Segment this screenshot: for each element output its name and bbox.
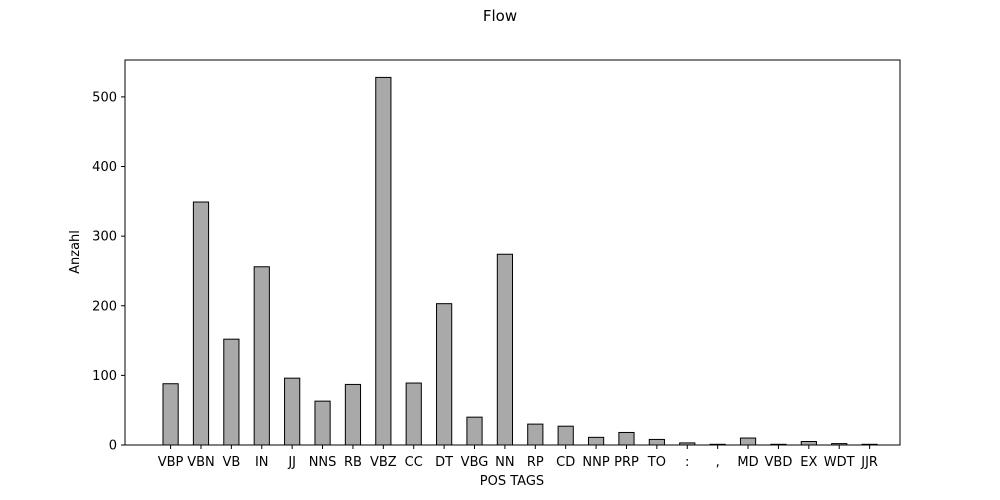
x-tick-label: RB [344, 455, 362, 470]
x-tick-label: : [685, 455, 689, 470]
bar [405, 382, 422, 446]
bar [557, 425, 574, 446]
bar [253, 266, 270, 446]
x-tick-label: NNS [309, 455, 337, 470]
y-axis-label: Anzahl [68, 230, 83, 274]
bar [162, 383, 179, 446]
y-tick-label: 500 [92, 90, 117, 105]
bar [587, 436, 605, 446]
x-tick-label: VBP [158, 455, 184, 470]
y-tick-label: 300 [92, 230, 117, 245]
x-tick-label: VBD [765, 455, 793, 470]
x-tick-label: VBG [461, 455, 489, 470]
bar [496, 253, 513, 446]
x-tick-label: IN [255, 455, 269, 470]
x-tick-label: DT [435, 455, 453, 470]
plot-area: VBP VBN VB IN JJ NNS RB VBZ CC DT VBG NN RP CD NNP PRP T… [92, 76, 878, 470]
x-tick-label: JJ [287, 455, 296, 470]
x-tick-label: TO [647, 455, 666, 470]
bar [192, 201, 210, 446]
x-tick-label: VBN [187, 455, 215, 470]
x-tick-label: JJR [860, 455, 878, 470]
x-tick-label: CD [556, 455, 575, 470]
x-tick-label: CC [405, 455, 423, 470]
plot-frame [124, 59, 901, 446]
bar [648, 438, 665, 446]
x-tick-label: EX [800, 455, 817, 470]
x-axis-label: POS TAGS [480, 474, 544, 489]
bar [223, 338, 240, 446]
y-tick-label: 100 [92, 369, 117, 384]
x-tick-label: NNP [582, 455, 609, 470]
bar [800, 441, 817, 446]
bar [527, 423, 544, 446]
bar [314, 400, 331, 446]
chart-title: Flow [483, 7, 517, 25]
y-tick-label: 0 [109, 439, 117, 454]
x-tick-label: PRP [614, 455, 639, 470]
bar [436, 303, 453, 446]
x-tick-label: RP [527, 455, 544, 470]
bar [344, 383, 362, 446]
y-tick-label: 200 [92, 299, 117, 314]
x-tick-label: WDT [824, 455, 855, 470]
x-tick-label: NN [495, 455, 514, 470]
x-tick-label: VB [222, 455, 240, 470]
bar [375, 76, 392, 446]
x-tick-label: VBZ [370, 455, 397, 470]
bar [284, 377, 301, 446]
bar [739, 437, 757, 446]
x-tick-label: , [716, 455, 720, 470]
y-tick-label: 400 [92, 160, 117, 175]
x-tick-label: MD [737, 455, 758, 470]
bar [618, 431, 635, 446]
bar [466, 416, 483, 446]
